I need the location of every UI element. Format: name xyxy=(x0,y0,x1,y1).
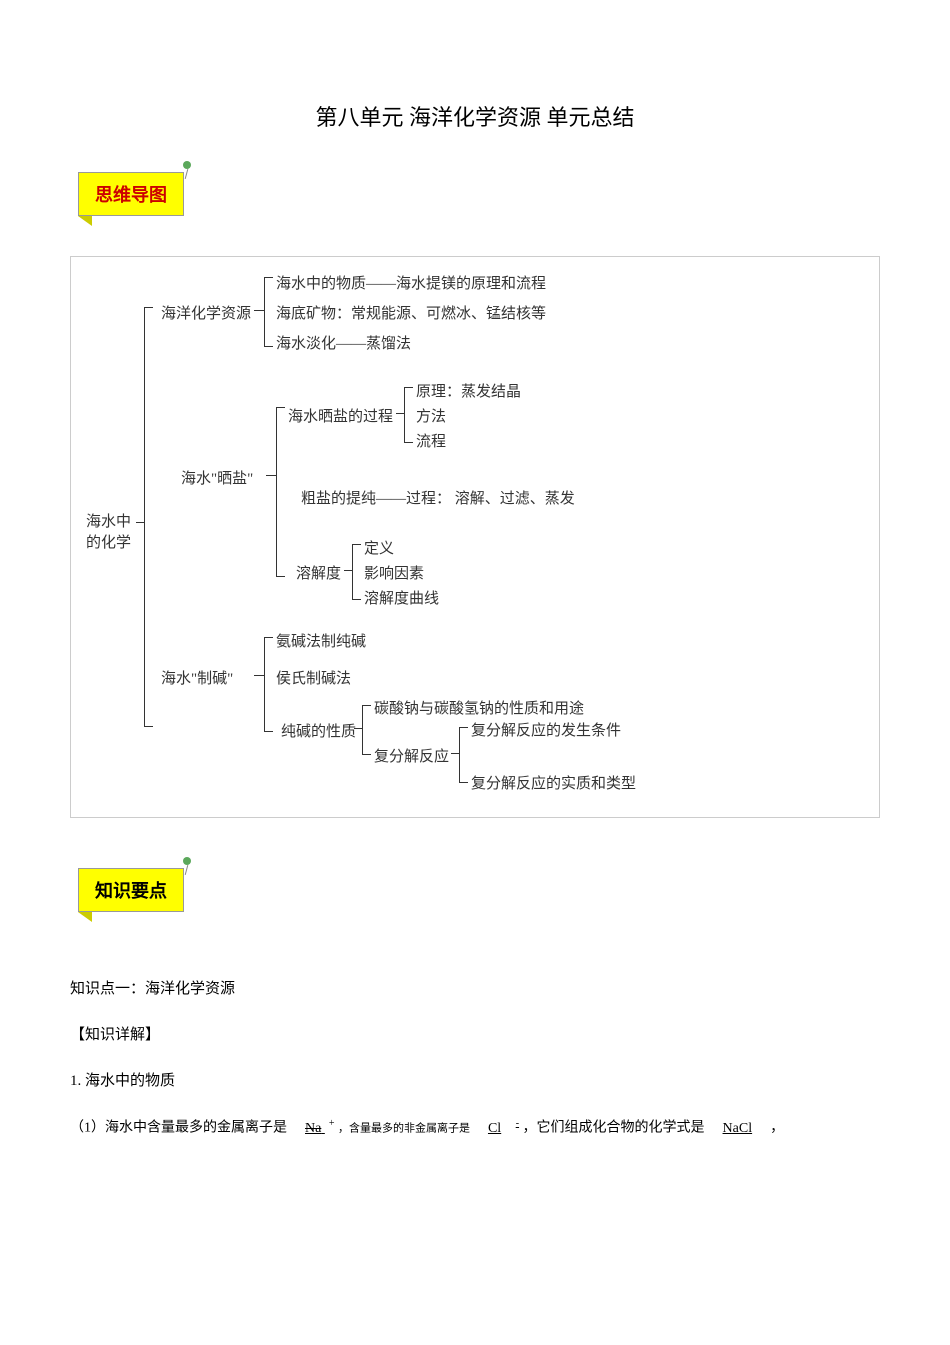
diagram-b2: 粗盐的提纯——过程： 溶解、过滤、蒸发 xyxy=(301,487,575,508)
paragraph-1: （1）海水中含量最多的金属离子是 Na + ，含量最多的非金属离子是 Cl - … xyxy=(70,1115,880,1141)
diagram-l1-c: 海水"制碱" xyxy=(161,667,233,688)
para1-middle1: ，含量最多的非金属离子是 xyxy=(338,1123,470,1135)
diagram-root: 海水中 的化学 xyxy=(86,512,131,554)
diagram-c3-s2: 复分解反应 xyxy=(374,745,449,766)
diagram-c3-s2-ss2: 复分解反应的实质和类型 xyxy=(471,772,636,793)
diagram-b1-s1: 原理：蒸发结晶 xyxy=(416,380,521,401)
keypoints-banner: 知识要点 xyxy=(78,868,184,912)
pin-icon xyxy=(176,860,188,872)
para1-middle2: ，它们组成化合物的化学式是 xyxy=(523,1121,705,1136)
mindmap-label-text: 思维导图 xyxy=(95,185,167,205)
diagram-c2: 侯氏制碱法 xyxy=(276,667,351,688)
detail-heading: 【知识详解】 xyxy=(70,1023,880,1044)
diagram-a3: 海水淡化——蒸馏法 xyxy=(276,332,411,353)
diagram-b3-s1: 定义 xyxy=(364,537,394,558)
mindmap-diagram: 海水中 的化学 海洋化学资源 海水"晒盐" 海水"制碱" 海水中的物质——海水提… xyxy=(70,256,880,818)
keypoints-label-text: 知识要点 xyxy=(95,881,167,901)
para1-ion2: Cl xyxy=(484,1121,505,1136)
diagram-l1-a: 海洋化学资源 xyxy=(161,302,251,323)
diagram-l1-b: 海水"晒盐" xyxy=(181,467,253,488)
para1-formula: NaCl xyxy=(719,1121,757,1136)
diagram-a1: 海水中的物质——海水提镁的原理和流程 xyxy=(276,272,546,293)
sub-heading-1: 1. 海水中的物质 xyxy=(70,1069,880,1090)
diagram-c3-s1: 碳酸钠与碳酸氢钠的性质和用途 xyxy=(374,697,584,718)
pin-icon xyxy=(176,164,188,176)
diagram-b1-s3: 流程 xyxy=(416,430,446,451)
diagram-b3: 溶解度 xyxy=(296,562,341,583)
diagram-b3-s3: 溶解度曲线 xyxy=(364,587,439,608)
para1-ion1: Na xyxy=(301,1121,329,1136)
diagram-c1: 氨碱法制纯碱 xyxy=(276,630,366,651)
diagram-b1: 海水晒盐的过程 xyxy=(288,405,393,426)
diagram-a2: 海底矿物：常规能源、可燃冰、锰结核等 xyxy=(276,302,546,323)
para1-ion2-sup: - xyxy=(516,1118,519,1129)
mindmap-banner: 思维导图 xyxy=(78,172,184,216)
diagram-c3: 纯碱的性质 xyxy=(281,720,356,741)
diagram-b3-s2: 影响因素 xyxy=(364,562,424,583)
para1-suffix: ， xyxy=(770,1121,784,1136)
para1-prefix: （1）海水中含量最多的金属离子是 xyxy=(70,1121,287,1136)
knowledge-point-heading: 知识点一：海洋化学资源 xyxy=(70,977,880,998)
page-title: 第八单元 海洋化学资源 单元总结 xyxy=(70,100,880,132)
para1-ion1-sup: + xyxy=(329,1118,335,1129)
diagram-c3-s2-ss1: 复分解反应的发生条件 xyxy=(471,719,621,740)
diagram-b1-s2: 方法 xyxy=(416,405,446,426)
